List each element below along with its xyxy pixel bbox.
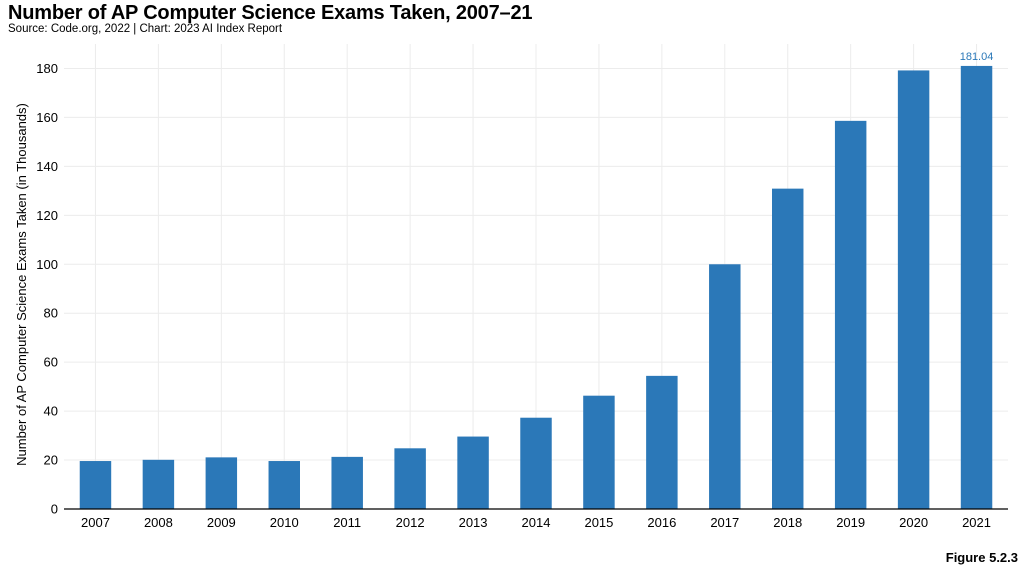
- bar: [960, 65, 993, 510]
- bar: [772, 188, 804, 510]
- bar: [331, 456, 363, 509]
- x-tick-label: 2007: [81, 515, 110, 530]
- data-label: 181.04: [960, 51, 994, 63]
- data-labels: 181.04: [960, 51, 994, 63]
- bar: [394, 448, 426, 509]
- x-tick-label: 2012: [396, 515, 425, 530]
- x-tick-label: 2009: [207, 515, 236, 530]
- figure-label: Figure 5.2.3: [945, 550, 1018, 565]
- x-tick-label: 2018: [773, 515, 802, 530]
- y-tick-label: 80: [44, 306, 58, 321]
- y-tick-label: 160: [36, 110, 58, 125]
- chart-source: Source: Code.org, 2022 | Chart: 2023 AI …: [8, 23, 283, 35]
- bar: [834, 120, 867, 510]
- x-tick-label: 2016: [647, 515, 676, 530]
- y-axis-label: Number of AP Computer Science Exams Take…: [14, 103, 29, 466]
- x-tick-label: 2020: [899, 515, 928, 530]
- x-tick-label: 2014: [522, 515, 551, 530]
- bar: [709, 264, 741, 509]
- x-tick-labels: 2007 2008 2009 2010 2011 2012 2013 2014 2015 2016…: [81, 515, 991, 530]
- bar: [520, 417, 552, 509]
- y-tick-label: 180: [36, 61, 58, 76]
- bar: [142, 459, 175, 509]
- x-tick-label: 2011: [333, 515, 361, 530]
- bar: [457, 436, 489, 509]
- y-tick-label: 140: [36, 159, 58, 174]
- x-tick-label: 2015: [584, 515, 613, 530]
- y-tick-label: 40: [44, 404, 58, 419]
- y-tick-label: 20: [44, 453, 58, 468]
- x-tick-label: 2008: [144, 515, 173, 530]
- x-tick-label: 2019: [836, 515, 865, 530]
- bar: [646, 375, 678, 509]
- y-tick-label: 0: [51, 502, 58, 517]
- x-tick-label: 2017: [710, 515, 739, 530]
- x-tick-label: 2010: [270, 515, 299, 530]
- chart-title: Number of AP Computer Science Exams Take…: [8, 2, 533, 24]
- bar: [205, 457, 238, 509]
- bar: [268, 461, 300, 509]
- bars: [79, 65, 993, 510]
- y-tick-label: 120: [36, 208, 58, 223]
- y-tick-label: 100: [36, 257, 58, 272]
- y-tick-labels: 0 20 40 60 80 100 120 140 160 180: [36, 61, 58, 517]
- bar: [897, 70, 930, 509]
- bar: [583, 395, 615, 509]
- bar: [79, 461, 112, 509]
- x-tick-label: 2013: [459, 515, 488, 530]
- y-tick-label: 60: [44, 355, 58, 370]
- x-tick-label: 2021: [962, 515, 991, 530]
